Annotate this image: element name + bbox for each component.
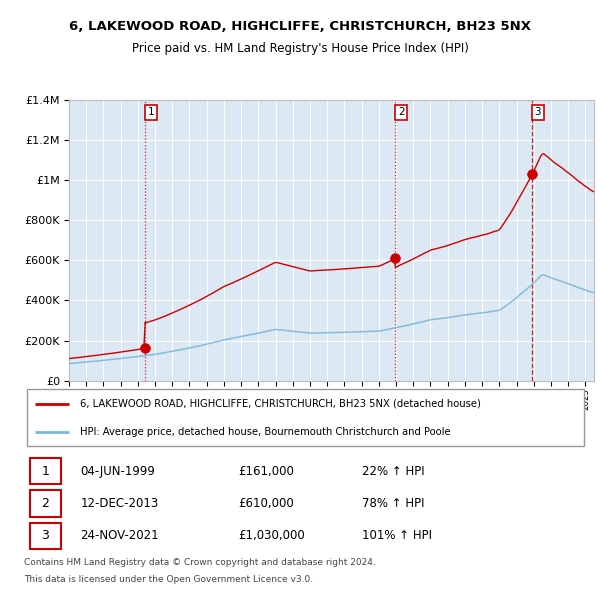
Text: 3: 3 [535,107,541,117]
Text: 04-JUN-1999: 04-JUN-1999 [80,465,155,478]
Text: 78% ↑ HPI: 78% ↑ HPI [362,497,425,510]
FancyBboxPatch shape [29,490,61,517]
Text: £610,000: £610,000 [238,497,294,510]
FancyBboxPatch shape [29,523,61,549]
Text: HPI: Average price, detached house, Bournemouth Christchurch and Poole: HPI: Average price, detached house, Bour… [80,427,451,437]
Text: This data is licensed under the Open Government Licence v3.0.: This data is licensed under the Open Gov… [24,575,313,584]
Text: 3: 3 [41,529,49,542]
Text: 2: 2 [398,107,404,117]
Text: 12-DEC-2013: 12-DEC-2013 [80,497,158,510]
Text: 1: 1 [148,107,154,117]
Text: Contains HM Land Registry data © Crown copyright and database right 2024.: Contains HM Land Registry data © Crown c… [24,558,376,567]
FancyBboxPatch shape [29,458,61,484]
Text: 6, LAKEWOOD ROAD, HIGHCLIFFE, CHRISTCHURCH, BH23 5NX (detached house): 6, LAKEWOOD ROAD, HIGHCLIFFE, CHRISTCHUR… [80,399,481,409]
Text: 6, LAKEWOOD ROAD, HIGHCLIFFE, CHRISTCHURCH, BH23 5NX: 6, LAKEWOOD ROAD, HIGHCLIFFE, CHRISTCHUR… [69,20,531,33]
Text: Price paid vs. HM Land Registry's House Price Index (HPI): Price paid vs. HM Land Registry's House … [131,42,469,55]
Text: 2: 2 [41,497,49,510]
Text: 101% ↑ HPI: 101% ↑ HPI [362,529,433,542]
Text: 22% ↑ HPI: 22% ↑ HPI [362,465,425,478]
FancyBboxPatch shape [27,389,584,446]
Text: 1: 1 [41,465,49,478]
Text: £1,030,000: £1,030,000 [238,529,305,542]
Text: 24-NOV-2021: 24-NOV-2021 [80,529,159,542]
Text: £161,000: £161,000 [238,465,294,478]
